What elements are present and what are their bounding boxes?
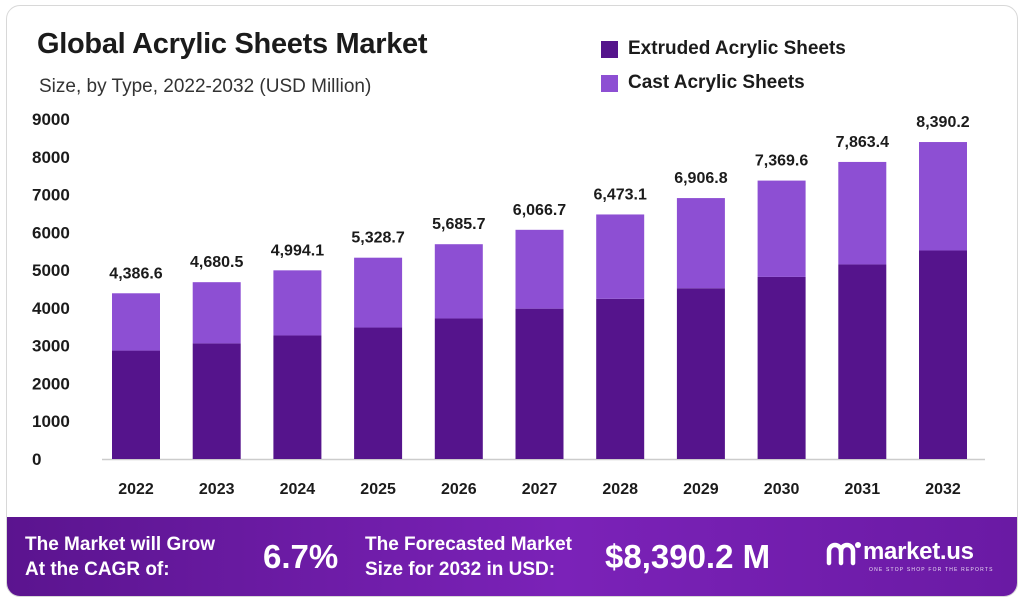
bar-segment-cast: [838, 161, 887, 265]
bar-segment-cast: [192, 282, 241, 344]
bar-segment-cast: [273, 270, 322, 336]
bar-segment-cast: [434, 244, 483, 319]
legend-label-extruded: Extruded Acrylic Sheets: [628, 38, 846, 59]
y-tick-label: 5000: [32, 261, 70, 280]
brand-tagline: ONE STOP SHOP FOR THE REPORTS: [869, 567, 994, 573]
bar-segment-extruded: [354, 327, 403, 459]
bar-segment-cast: [757, 180, 806, 277]
cagr-caption-line1: The Market will Grow: [25, 534, 216, 555]
bar-segment-cast: [112, 293, 160, 351]
legend-swatch-cast: [601, 74, 618, 92]
bar-segment-extruded: [919, 250, 967, 459]
bar-segment-extruded: [838, 264, 887, 459]
bar-total-label: 7,863.4: [836, 134, 889, 151]
bar-segment-extruded: [112, 350, 160, 459]
x-tick-label: 2031: [845, 481, 881, 498]
legend-item-cast: Cast Acrylic Sheets: [601, 66, 846, 100]
bar-segment-extruded: [596, 298, 645, 459]
x-tick-label: 2022: [118, 481, 154, 498]
x-tick-label: 2030: [764, 481, 800, 498]
bar-total-label: 4,386.6: [109, 265, 162, 282]
bar-total-label: 4,680.5: [190, 254, 243, 271]
bar-total-label: 6,066.7: [513, 202, 566, 219]
x-tick-label: 2024: [280, 481, 316, 498]
forecast-value: $8,390.2 M: [605, 538, 771, 575]
cagr-caption-line2: At the CAGR of:: [25, 559, 170, 580]
bar-chart: 0 1000 2000 3000 4000 5000 6000 7000 8000 9000 4,3…: [32, 110, 985, 498]
y-tick-label: 6000: [32, 223, 70, 242]
bar-total-label: 7,369.6: [755, 153, 808, 170]
bar-segment-extruded: [676, 288, 725, 459]
legend-swatch-extruded: [601, 40, 618, 58]
y-tick-label: 9000: [32, 110, 70, 129]
y-tick-label: 2000: [32, 374, 70, 393]
forecast-caption-line2: Size for 2032 in USD:: [365, 559, 556, 580]
bar-segment-extruded: [434, 318, 483, 459]
legend-item-extruded: Extruded Acrylic Sheets: [601, 32, 846, 66]
bar-segment-extruded: [273, 335, 322, 459]
x-tick-label: 2027: [522, 481, 558, 498]
x-tick-label: 2025: [360, 481, 396, 498]
x-tick-label: 2029: [683, 481, 719, 498]
x-tick-label: 2028: [602, 481, 638, 498]
bar-segment-cast: [596, 214, 645, 299]
y-tick-label: 8000: [32, 148, 70, 167]
bar-total-label: 8,390.2: [916, 114, 969, 131]
bar-total-label: 5,685.7: [432, 216, 485, 233]
bar-segment-extruded: [757, 276, 806, 459]
bar-segment-cast: [354, 257, 403, 328]
forecast-caption: The Forecasted Market Size for 2032 in U…: [365, 532, 572, 582]
cagr-caption: The Market will Grow At the CAGR of:: [25, 532, 215, 582]
brand-name: market.us: [863, 538, 974, 565]
legend-label-cast: Cast Acrylic Sheets: [628, 72, 805, 93]
cagr-value: 6.7%: [263, 538, 339, 575]
x-tick-label: 2026: [441, 481, 477, 498]
y-tick-label: 4000: [32, 299, 70, 318]
bar-total-label: 6,473.1: [594, 186, 647, 203]
market-us-logo: market.us ONE STOP SHOP FOR THE REPORTS: [825, 537, 992, 573]
y-tick-label: 1000: [32, 412, 70, 431]
forecast-caption-line1: The Forecasted Market: [365, 534, 572, 555]
bar-segment-cast: [515, 229, 564, 309]
bar-segment-extruded: [515, 308, 564, 459]
bar-segment-extruded: [192, 343, 241, 459]
chart-title: Global Acrylic Sheets Market: [37, 28, 428, 60]
bar-segment-cast: [676, 198, 725, 289]
y-tick-label: 3000: [32, 337, 70, 356]
footer-banner: The Market will Grow At the CAGR of: 6.7…: [7, 517, 1017, 596]
y-tick-label: 0: [32, 450, 41, 469]
chart-legend: Extruded Acrylic Sheets Cast Acrylic She…: [601, 32, 846, 100]
chart-card: Global Acrylic Sheets Market Size, by Ty…: [6, 5, 1018, 597]
bar-total-label: 5,328.7: [351, 230, 404, 247]
y-tick-label: 7000: [32, 186, 70, 205]
x-tick-label: 2032: [925, 481, 961, 498]
bar-total-label: 6,906.8: [674, 170, 727, 187]
bar-total-label: 4,994.1: [271, 242, 324, 259]
bar-segment-cast: [919, 142, 967, 251]
market-us-logo-icon: [826, 542, 861, 566]
chart-subtitle: Size, by Type, 2022-2032 (USD Million): [39, 76, 372, 97]
x-tick-label: 2023: [199, 481, 235, 498]
